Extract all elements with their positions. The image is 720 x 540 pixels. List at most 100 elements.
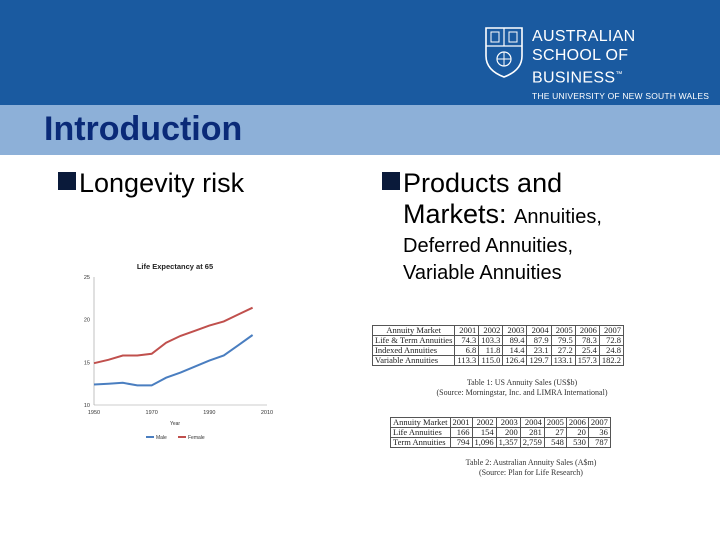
table-header-year: 2007 bbox=[598, 325, 624, 336]
table-row: Variable Annuities 113.3 115.0 126.4 129.7 13… bbox=[371, 355, 624, 366]
table-cell: 14.4 bbox=[502, 345, 528, 356]
table-row: Term Annuities 794 1,096 1,357 2,759 548 530 78… bbox=[390, 437, 611, 448]
table-row-label: Life & Term Annuities bbox=[371, 335, 456, 346]
chart-title: Life Expectancy at 65 bbox=[137, 262, 213, 271]
table-cell: 787 bbox=[587, 437, 611, 448]
logo-line-2-text: SCHOOL OF BUSINESS bbox=[532, 47, 629, 87]
table-cell: 23.1 bbox=[526, 345, 552, 356]
bullet-longevity-risk: Longevity risk bbox=[58, 168, 244, 199]
table-header-year: 2006 bbox=[574, 325, 600, 336]
x-tick-label: 1950 bbox=[88, 410, 100, 416]
table2-caption-line1: Table 2: Australian Annuity Sales (A$m) bbox=[465, 458, 597, 467]
x-axis-label: Year bbox=[170, 421, 180, 427]
table-cell: 154 bbox=[471, 427, 497, 438]
title-bar bbox=[0, 105, 720, 155]
us-annuity-sales-table: Annuity Market 2001 2002 2003 2004 2005 2006 20… bbox=[371, 325, 624, 366]
table-row-label: Variable Annuities bbox=[371, 355, 456, 366]
bullet-right-line2: Markets: bbox=[403, 199, 507, 229]
table-cell: 548 bbox=[543, 437, 567, 448]
table-cell: 113.3 bbox=[454, 355, 480, 366]
bullet-right-main: Products and bbox=[403, 168, 563, 198]
table-cell: 89.4 bbox=[502, 335, 528, 346]
table-row: Indexed Annuities 6.8 11.8 14.4 23.1 27.2 25.4… bbox=[371, 345, 624, 356]
table-cell: 27 bbox=[543, 427, 567, 438]
australian-annuity-sales-table: Annuity Market 2001 2002 2003 2004 2005 2006 20… bbox=[390, 417, 611, 448]
table-cell: 115.0 bbox=[478, 355, 504, 366]
y-tick-label: 15 bbox=[84, 360, 90, 366]
table-cell: 2,759 bbox=[519, 437, 545, 448]
table-header-year: 2003 bbox=[495, 417, 521, 428]
table-row: Life & Term Annuities 74.3 103.3 89.4 87.9 79… bbox=[371, 335, 624, 346]
table-header-year: 2001 bbox=[454, 325, 480, 336]
table-cell: 24.8 bbox=[598, 345, 624, 356]
table-row-label: Term Annuities bbox=[390, 437, 451, 448]
header-banner bbox=[0, 0, 720, 105]
table1-caption: Table 1: US Annuity Sales (US$b) (Source… bbox=[372, 378, 672, 398]
table-header-year: 2005 bbox=[550, 325, 576, 336]
bullet-square-icon bbox=[382, 172, 400, 190]
bullet-right-line2-small: Annuities, bbox=[514, 206, 602, 228]
table-header-label: Annuity Market bbox=[371, 325, 456, 336]
logo-line-2: SCHOOL OF BUSINESS™ bbox=[532, 46, 720, 87]
logo-text: AUSTRALIAN SCHOOL OF BUSINESS™ THE UNIVE… bbox=[532, 27, 720, 101]
table-cell: 27.2 bbox=[550, 345, 576, 356]
table-header-year: 2002 bbox=[471, 417, 497, 428]
table-cell: 157.3 bbox=[574, 355, 600, 366]
bullet-square-icon bbox=[58, 172, 76, 190]
table-cell: 281 bbox=[519, 427, 545, 438]
table-header-year: 2002 bbox=[478, 325, 504, 336]
x-tick-label: 1970 bbox=[146, 410, 158, 416]
table-cell: 182.2 bbox=[598, 355, 624, 366]
y-tick-label: 25 bbox=[84, 275, 90, 281]
table-cell: 166 bbox=[449, 427, 473, 438]
table-header-year: 2003 bbox=[502, 325, 528, 336]
table-cell: 794 bbox=[449, 437, 473, 448]
bullet-products-markets: Products and Markets: Annuities, Deferre… bbox=[382, 168, 602, 287]
table-cell: 200 bbox=[495, 427, 521, 438]
table-cell: 79.5 bbox=[550, 335, 576, 346]
logo-line-3: THE UNIVERSITY OF NEW SOUTH WALES bbox=[532, 91, 710, 102]
logo-trademark: ™ bbox=[615, 71, 623, 78]
table-cell: 129.7 bbox=[526, 355, 552, 366]
y-tick-label: 10 bbox=[84, 403, 90, 409]
table-cell: 1,096 bbox=[471, 437, 497, 448]
table-row-label: Life Annuities bbox=[390, 427, 451, 438]
table-cell: 530 bbox=[565, 437, 589, 448]
table-header-year: 2004 bbox=[526, 325, 552, 336]
table-cell: 11.8 bbox=[478, 345, 504, 356]
table-cell: 78.3 bbox=[574, 335, 600, 346]
table1-caption-line2: (Source: Morningstar, Inc. and LIMRA Int… bbox=[436, 388, 608, 397]
table-cell: 20 bbox=[565, 427, 589, 438]
table2-caption: Table 2: Australian Annuity Sales (A$m) … bbox=[390, 458, 672, 478]
x-tick-label: 2010 bbox=[261, 410, 273, 416]
table-cell: 126.4 bbox=[502, 355, 528, 366]
table-header-year: 2007 bbox=[587, 417, 611, 428]
table-header-year: 2005 bbox=[543, 417, 567, 428]
x-tick-label: 1990 bbox=[203, 410, 215, 416]
bullet-right-sub1: Deferred Annuities, bbox=[403, 235, 574, 257]
table-cell: 103.3 bbox=[478, 335, 504, 346]
y-tick-label: 20 bbox=[84, 318, 90, 324]
table-cell: 1,357 bbox=[495, 437, 521, 448]
table-cell: 87.9 bbox=[526, 335, 552, 346]
table-cell: 72.8 bbox=[598, 335, 624, 346]
table-header-year: 2004 bbox=[519, 417, 545, 428]
university-crest-icon bbox=[485, 27, 523, 78]
legend-label: Female bbox=[188, 435, 205, 441]
table-cell: 74.3 bbox=[454, 335, 480, 346]
legend-label: Male bbox=[156, 435, 167, 441]
series-line-female bbox=[93, 306, 254, 365]
table-cell: 36 bbox=[587, 427, 611, 438]
table-row: Life Annuities 166 154 200 281 27 20 36 bbox=[390, 427, 611, 438]
table-header-year: 2006 bbox=[565, 417, 589, 428]
table2-caption-line2: (Source: Plan for Life Research) bbox=[479, 468, 583, 477]
series-line-male bbox=[93, 334, 254, 387]
table-cell: 6.8 bbox=[454, 345, 480, 356]
table-row-label: Indexed Annuities bbox=[371, 345, 456, 356]
bullet-right-sub2: Variable Annuities bbox=[403, 262, 562, 284]
table-header-year: 2001 bbox=[449, 417, 473, 428]
slide-title: Introduction bbox=[44, 110, 243, 148]
life-expectancy-chart: Life Expectancy at 65 10 15 20 25 1950 1970 1… bbox=[84, 262, 273, 441]
bullet-left-text: Longevity risk bbox=[79, 168, 245, 198]
table-header-label: Annuity Market bbox=[390, 417, 451, 428]
